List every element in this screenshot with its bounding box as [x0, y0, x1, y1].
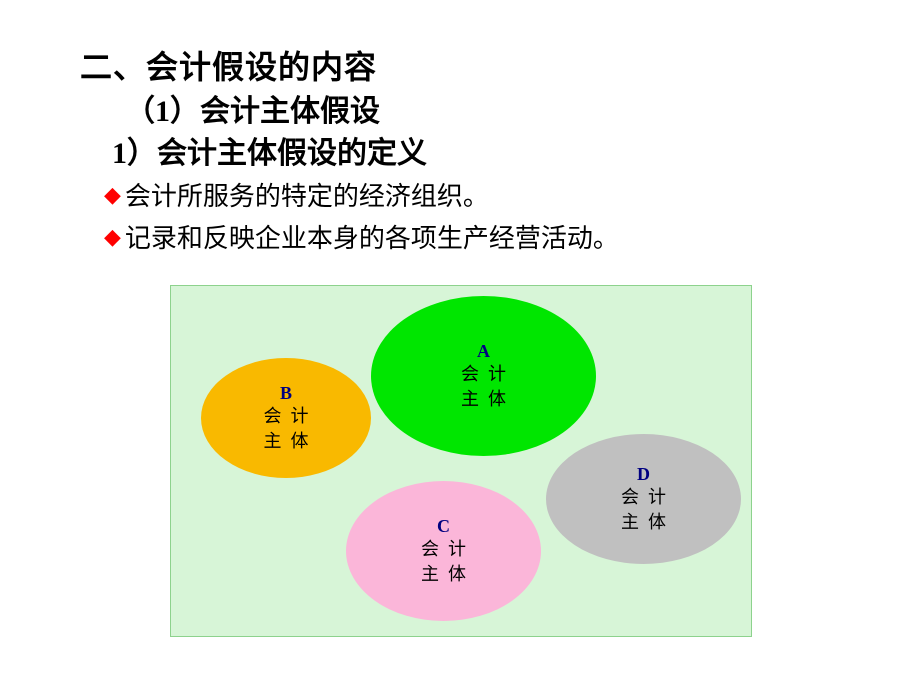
entity-label-line2: 主 体: [264, 429, 309, 453]
entity-ellipse-b: B会 计主 体: [201, 358, 371, 478]
entity-ellipse-c: C会 计主 体: [346, 481, 541, 621]
heading-level-3: 1）会计主体假设的定义: [112, 128, 427, 172]
entity-ellipse-a: A会 计主 体: [371, 296, 596, 456]
diamond-icon: ◆: [104, 224, 121, 250]
entity-label-line1: 会 计: [264, 404, 309, 428]
bullet-text-1: 会计所服务的特定的经济组织。: [125, 176, 489, 213]
entity-label-line2: 主 体: [621, 510, 666, 534]
entity-letter: B: [280, 383, 292, 404]
entity-ellipse-d: D会 计主 体: [546, 434, 741, 564]
entity-letter: D: [637, 464, 650, 485]
entity-label-line1: 会 计: [461, 362, 506, 386]
entity-letter: C: [437, 516, 450, 537]
bullet-item-2: ◆ 记录和反映企业本身的各项生产经营活动。: [104, 218, 619, 255]
heading-level-2: （1）会计主体假设: [125, 86, 380, 130]
diamond-icon: ◆: [104, 182, 121, 208]
entity-letter: A: [477, 341, 490, 362]
bullet-item-1: ◆ 会计所服务的特定的经济组织。: [104, 176, 489, 213]
entity-label-line1: 会 计: [621, 485, 666, 509]
entity-label-line1: 会 计: [421, 537, 466, 561]
heading-level-1: 二、会计假设的内容: [80, 42, 377, 88]
bullet-text-2: 记录和反映企业本身的各项生产经营活动。: [125, 218, 619, 255]
entity-label-line2: 主 体: [461, 387, 506, 411]
entity-label-line2: 主 体: [421, 562, 466, 586]
entities-diagram: B会 计主 体A会 计主 体C会 计主 体D会 计主 体: [170, 285, 752, 637]
slide-page: 二、会计假设的内容 （1）会计主体假设 1）会计主体假设的定义 ◆ 会计所服务的…: [0, 0, 920, 690]
